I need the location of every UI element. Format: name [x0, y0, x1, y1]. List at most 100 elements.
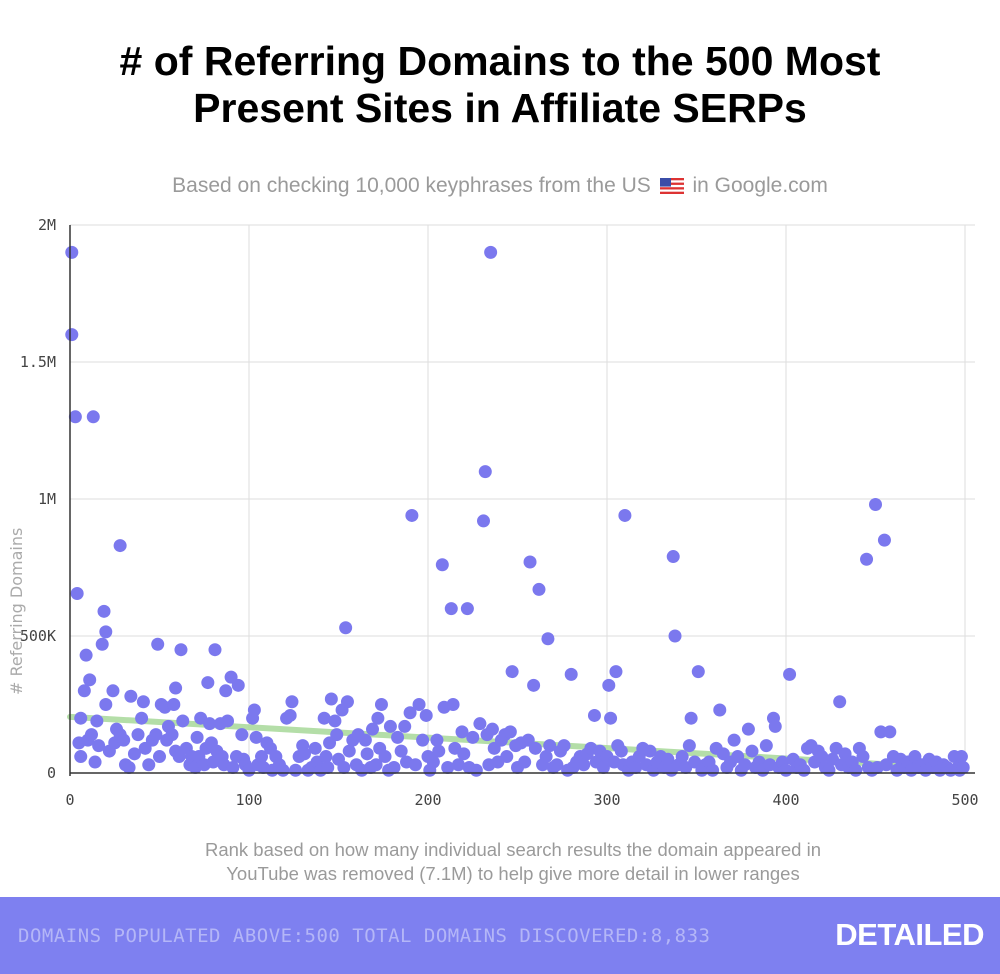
data-point [231, 678, 245, 692]
data-point [201, 676, 215, 690]
x-tick-label: 400 [772, 791, 799, 809]
data-point [219, 684, 233, 698]
data-point [833, 695, 847, 709]
data-point [74, 750, 88, 764]
data-point [666, 550, 680, 564]
data-point [190, 730, 204, 744]
data-point [457, 747, 471, 761]
y-tick-label: 1M [38, 490, 56, 508]
data-point [328, 714, 342, 728]
data-point [122, 761, 136, 775]
data-point [255, 750, 269, 764]
data-point [383, 719, 397, 733]
data-point [176, 714, 190, 728]
data-point [668, 629, 682, 643]
data-point [283, 708, 297, 722]
data-point [797, 763, 811, 777]
data-point [532, 582, 546, 596]
data-point [587, 708, 601, 722]
scatter-chart: 0 500K 1M 1.5M 2M 0 100 200 300 400 500 # Referri… [7, 216, 979, 809]
data-point [378, 750, 392, 764]
data-point [92, 739, 106, 753]
data-point [523, 555, 537, 569]
data-point [342, 744, 356, 758]
data-point [391, 730, 405, 744]
data-point [65, 245, 79, 259]
data-point [713, 703, 727, 717]
data-point [460, 602, 474, 616]
data-point [339, 621, 353, 635]
caption-line-1: Rank based on how many individual search… [204, 839, 821, 860]
data-point [451, 758, 465, 772]
data-point [759, 739, 773, 753]
data-point [518, 755, 532, 769]
data-point [398, 719, 412, 733]
data-point [432, 744, 446, 758]
data-point [849, 763, 863, 777]
data-point [643, 744, 657, 758]
data-point [550, 758, 564, 772]
data-point [815, 750, 829, 764]
data-point [577, 758, 591, 772]
data-point [505, 665, 519, 679]
data-point [557, 739, 571, 753]
data-point [738, 758, 752, 772]
data-point [317, 711, 331, 725]
data-point [371, 711, 385, 725]
data-point [97, 604, 111, 618]
data-point [860, 552, 874, 566]
data-point [473, 717, 487, 731]
data-point [485, 722, 499, 736]
data-point [285, 695, 299, 709]
data-point [369, 758, 383, 772]
data-point [768, 719, 782, 733]
data-point [90, 714, 104, 728]
data-point [153, 750, 166, 764]
data-point [675, 750, 689, 764]
data-point [165, 728, 179, 742]
data-point [169, 681, 183, 695]
data-point [358, 733, 372, 747]
data-point [84, 728, 98, 742]
data-point [503, 725, 517, 739]
x-axis-ticks: 0 100 200 300 400 500 [65, 791, 978, 809]
x-tick-label: 0 [65, 791, 74, 809]
data-point [203, 717, 217, 731]
data-point [527, 678, 541, 692]
subtitle-text-after: in Google.com [692, 174, 828, 197]
data-point [221, 714, 235, 728]
data-point [249, 730, 263, 744]
data-point [88, 755, 102, 769]
data-point [441, 761, 455, 775]
data-point [883, 725, 897, 739]
x-tick-label: 500 [951, 791, 978, 809]
data-point [374, 698, 388, 711]
x-tick-label: 300 [593, 791, 620, 809]
data-point [289, 763, 303, 777]
data-point [340, 695, 354, 709]
data-point [142, 758, 156, 772]
data-point [95, 637, 109, 651]
y-tick-label: 0 [47, 764, 56, 782]
subtitle-text-before: Based on checking 10,000 keyphrases from… [172, 174, 651, 197]
data-point [135, 711, 149, 725]
data-point [745, 744, 759, 758]
y-axis-label: # Referring Domains [7, 528, 26, 695]
data-point [416, 733, 430, 747]
data-point [528, 741, 542, 755]
data-point [783, 667, 797, 681]
chart-grid [69, 224, 975, 774]
x-tick-label: 200 [414, 791, 441, 809]
data-point [79, 648, 93, 662]
data-point [235, 728, 249, 742]
chart-title-line-1: # of Referring Domains to the 500 Most [119, 38, 881, 84]
data-point [308, 741, 322, 755]
data-point [405, 508, 419, 522]
data-point [86, 410, 100, 424]
x-tick-label: 100 [235, 791, 262, 809]
data-point [136, 695, 150, 709]
y-tick-label: 500K [20, 627, 56, 645]
data-point [596, 761, 610, 775]
data-point [337, 761, 351, 775]
data-point [113, 539, 127, 553]
